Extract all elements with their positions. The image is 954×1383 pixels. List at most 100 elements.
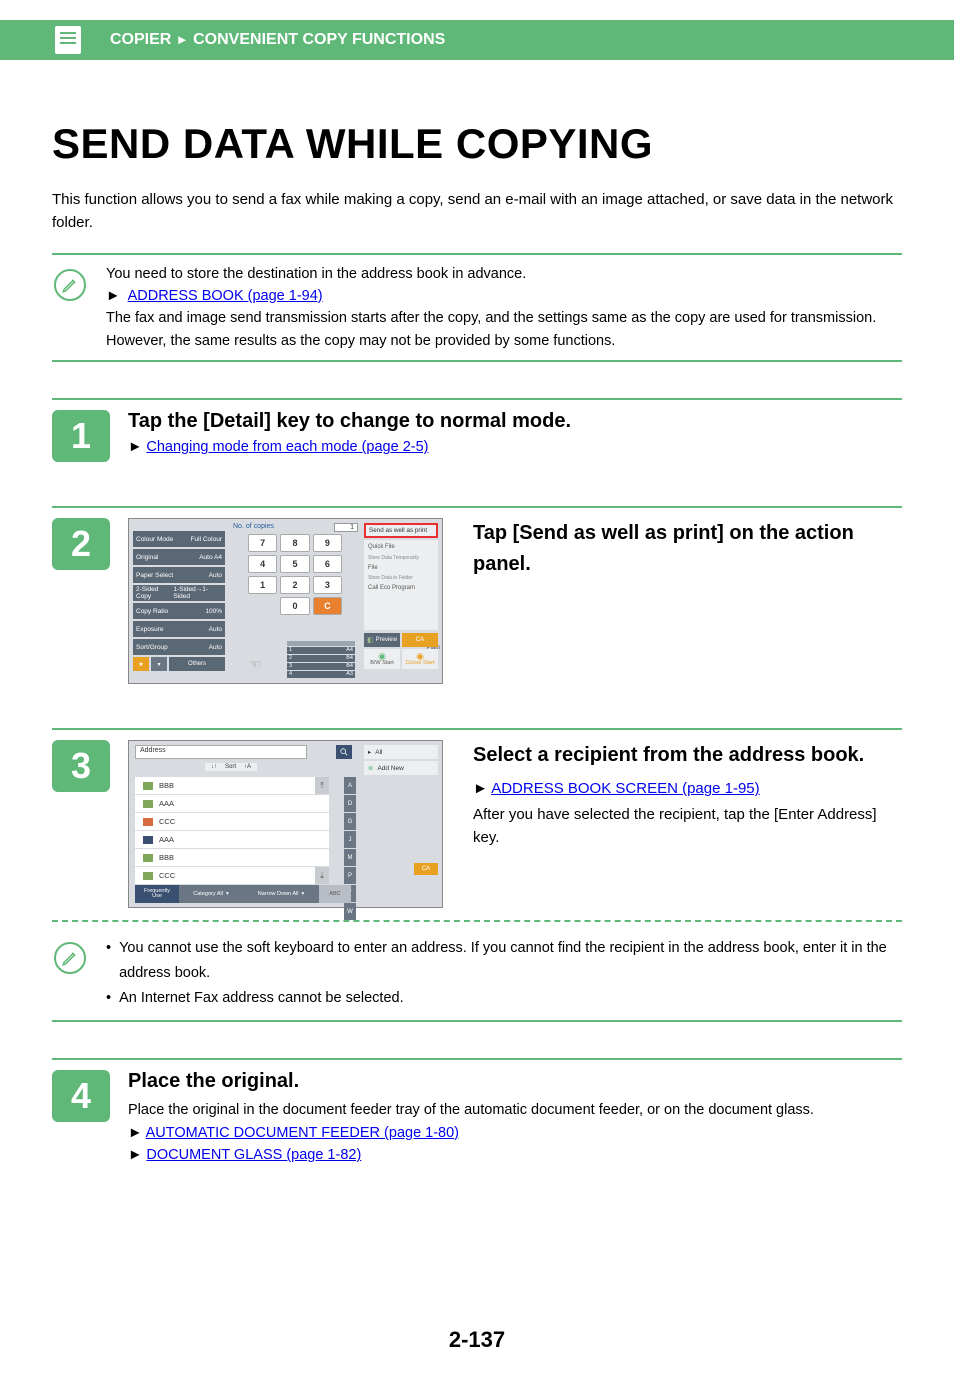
caret-icon: ► [128, 439, 142, 455]
search-icon[interactable] [336, 745, 352, 759]
step3-title: Select a recipient from the address book… [473, 740, 902, 771]
tab-frequently[interactable]: FrequentlyUse [135, 885, 179, 903]
setting-row[interactable]: OriginalAuto A4 [133, 549, 225, 565]
address-book-screen-link[interactable]: ADDRESS BOOK SCREEN (page 1-95) [491, 780, 759, 797]
tray-area: 1A42B43B44A3 [287, 641, 355, 679]
page-number: 2-137 [52, 1327, 902, 1353]
copies-label: No. of copies [233, 523, 274, 532]
alpha-M[interactable]: M [344, 849, 356, 866]
alpha-G[interactable]: G [344, 813, 356, 830]
pencil-icon [54, 269, 86, 301]
address-item[interactable]: BBB [135, 849, 329, 866]
file-menu[interactable]: File [368, 565, 378, 571]
setting-row[interactable]: Sort/GroupAuto [133, 639, 225, 655]
tray-row[interactable]: 3B4 [287, 663, 355, 670]
ca-button[interactable]: CA [402, 633, 438, 647]
s2-left-panel: Colour ModeFull Colour OriginalAuto A4 Pap… [133, 531, 225, 671]
keypad-7[interactable]: 7 [248, 534, 277, 552]
address-book-link[interactable]: ADDRESS BOOK (page 1-94) [128, 288, 323, 304]
step-2: 2 Colour ModeFull Colour OriginalAuto A4 P… [52, 506, 902, 684]
adf-link[interactable]: AUTOMATIC DOCUMENT FEEDER (page 1-80) [146, 1125, 459, 1141]
section-icon [50, 22, 86, 58]
note1-line2: The fax and image send transmission star… [106, 307, 902, 352]
header-caret-icon: ► [176, 32, 189, 47]
step-number-3: 3 [52, 740, 110, 792]
scroll-down-icon[interactable]: ⤓ [315, 867, 329, 884]
address-item[interactable]: BBB⤒ [135, 777, 329, 794]
all-menu[interactable]: ▸All [364, 745, 438, 759]
tray-row[interactable]: 1A4 [287, 647, 355, 654]
note2-b2: An Internet Fax address cannot be select… [119, 986, 404, 1011]
star-tab[interactable]: ★ [133, 657, 149, 671]
setting-row[interactable]: Paper SelectAuto [133, 567, 225, 583]
filter-tabs: FrequentlyUse Category All▾ Narrow Down … [135, 885, 355, 903]
keypad-2[interactable]: 2 [280, 576, 309, 594]
dashed-separator [52, 920, 902, 922]
clear-button[interactable]: C [313, 597, 342, 615]
keypad-9[interactable]: 9 [313, 534, 342, 552]
address-book-screenshot: Address ↓↑Sort↑A BBB⤒AAACCCAAABBBCCC⤓ AD… [128, 740, 443, 908]
send-as-well-as-print-button[interactable]: Send as well as print [364, 523, 438, 538]
tab-category[interactable]: Category All▾ [179, 885, 243, 903]
address-list: BBB⤒AAACCCAAABBBCCC⤓ [135, 777, 329, 885]
keypad-0[interactable]: 0 [280, 597, 309, 615]
step-number-2: 2 [52, 518, 110, 570]
page-title: SEND DATA WHILE COPYING [52, 120, 902, 168]
step-3: 3 Address ↓↑Sort↑A BBB⤒AAACCCAAABBBCCC⤓ … [52, 728, 902, 908]
intro-text: This function allows you to send a fax w… [52, 188, 902, 235]
keypad-3[interactable]: 3 [313, 576, 342, 594]
caret-icon: ► [106, 288, 120, 304]
header-subsection: CONVENIENT COPY FUNCTIONS [193, 31, 445, 48]
chevron-down-icon[interactable]: ▾ [151, 657, 167, 671]
setting-row[interactable]: 2-Sided Copy1-Sided→1-Sided [133, 585, 225, 601]
alpha-W[interactable]: W [344, 903, 356, 920]
setting-row[interactable]: ExposureAuto [133, 621, 225, 637]
caret-icon: ► [128, 1125, 142, 1141]
keypad-1[interactable]: 1 [248, 576, 277, 594]
keypad-5[interactable]: 5 [280, 555, 309, 573]
keypad-4[interactable]: 4 [248, 555, 277, 573]
header-section: COPIER [110, 31, 171, 48]
step3-text: After you have selected the recipient, t… [473, 803, 902, 850]
tray-row[interactable]: 2B4 [287, 655, 355, 662]
address-item[interactable]: AAA [135, 795, 329, 812]
address-item[interactable]: AAA [135, 831, 329, 848]
eco-menu[interactable]: Call Eco Program [368, 583, 434, 593]
alpha-A[interactable]: A [344, 777, 356, 794]
note2-b1: You cannot use the soft keyboard to ente… [119, 936, 902, 985]
alpha-D[interactable]: D [344, 795, 356, 812]
address-field[interactable]: Address [135, 745, 307, 759]
quick-file-sub: Store Data Temporarily [368, 555, 419, 561]
document-glass-link[interactable]: DOCUMENT GLASS (page 1-82) [146, 1147, 361, 1163]
tray-row[interactable]: 4A3 [287, 671, 355, 678]
quick-file-menu[interactable]: Quick File [368, 544, 395, 550]
address-item[interactable]: CCC⤓ [135, 867, 329, 884]
file-sub: Store Data in Folder [368, 575, 413, 581]
keypad-8[interactable]: 8 [280, 534, 309, 552]
scroll-up-icon[interactable]: ⤒ [315, 777, 329, 794]
step-number-4: 4 [52, 1070, 110, 1122]
keypad-6[interactable]: 6 [313, 555, 342, 573]
section-header: COPIER ► CONVENIENT COPY FUNCTIONS [0, 20, 954, 60]
setting-row[interactable]: Copy Ratio100% [133, 603, 225, 619]
note-block-2: You cannot use the soft keyboard to ente… [52, 934, 902, 1022]
bw-start-button[interactable]: ◉B/W Start [364, 649, 400, 669]
ca-button[interactable]: CA [414, 863, 438, 875]
sort-label[interactable]: ↓↑Sort↑A [205, 763, 257, 771]
tab-abc[interactable]: ABC [319, 885, 351, 903]
colour-start-button[interactable]: ◉Colour Start [402, 649, 438, 669]
caret-icon: ► [473, 780, 488, 797]
add-new-menu[interactable]: ⊕Add New [364, 761, 438, 775]
step4-title: Place the original. [128, 1070, 902, 1093]
address-item[interactable]: CCC [135, 813, 329, 830]
preview-button[interactable]: ◧Preview [364, 633, 400, 647]
tab-narrow-down[interactable]: Narrow Down All▾ [243, 885, 319, 903]
alpha-P[interactable]: P [344, 867, 356, 884]
others-tab[interactable]: Others [169, 657, 225, 671]
setting-row[interactable]: Colour ModeFull Colour [133, 531, 225, 547]
alpha-J[interactable]: J [344, 831, 356, 848]
changing-mode-link[interactable]: Changing mode from each mode (page 2-5) [146, 439, 428, 455]
hand-icon: ☜ [249, 656, 262, 673]
step-number-1: 1 [52, 410, 110, 462]
step2-title: Tap [Send as well as print] on the actio… [473, 518, 902, 580]
